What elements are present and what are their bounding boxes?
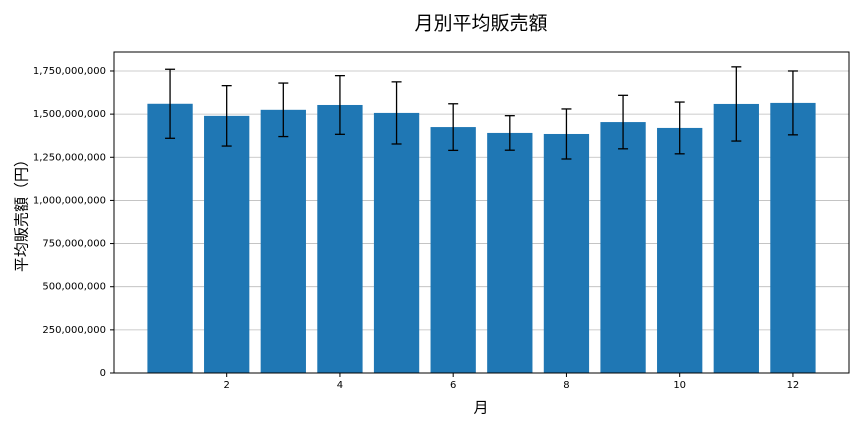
bar (373, 112, 420, 374)
y-axis-label: 平均販売額（円） (13, 152, 31, 272)
plot-frame (113, 51, 850, 374)
x-tick-label: 4 (337, 380, 343, 391)
bar (260, 109, 306, 373)
y-tick-label: 1,750,000,000 (33, 66, 106, 77)
x-tick-label: 8 (563, 380, 569, 391)
bar (770, 102, 816, 374)
x-axis-label: 月 (473, 399, 488, 417)
error-bar (561, 108, 572, 160)
y-tick-label: 250,000,000 (42, 325, 106, 336)
error-bar (278, 82, 289, 138)
y-tick-label: 1,500,000,000 (33, 109, 106, 120)
error-bar (391, 81, 402, 145)
x-tick-label: 10 (673, 380, 686, 391)
bar (317, 104, 363, 373)
bar (600, 122, 646, 373)
y-tick-label: 0 (100, 368, 106, 379)
error-bar (787, 70, 798, 136)
error-bar (731, 66, 742, 142)
y-tick-label: 750,000,000 (42, 239, 106, 250)
error-bar (618, 94, 629, 150)
y-tick-label: 1,000,000,000 (33, 195, 106, 206)
error-bar (448, 103, 459, 152)
y-tick-label: 1,250,000,000 (33, 152, 106, 163)
chart-title: 月別平均販売額 (414, 13, 547, 35)
x-tick-label: 6 (450, 380, 456, 391)
bar (147, 103, 193, 373)
bar (204, 115, 250, 374)
error-bar (504, 115, 515, 151)
bar (543, 133, 590, 373)
y-tick-label: 500,000,000 (42, 282, 106, 293)
x-tick-label: 2 (223, 380, 229, 391)
error-bar (674, 101, 685, 155)
bar (430, 127, 476, 374)
bar (657, 127, 703, 373)
error-bar (165, 68, 176, 139)
x-tick-label: 12 (787, 380, 800, 391)
error-bar (221, 85, 232, 147)
bar (713, 103, 759, 373)
error-bar (334, 74, 345, 135)
bar (487, 132, 533, 373)
